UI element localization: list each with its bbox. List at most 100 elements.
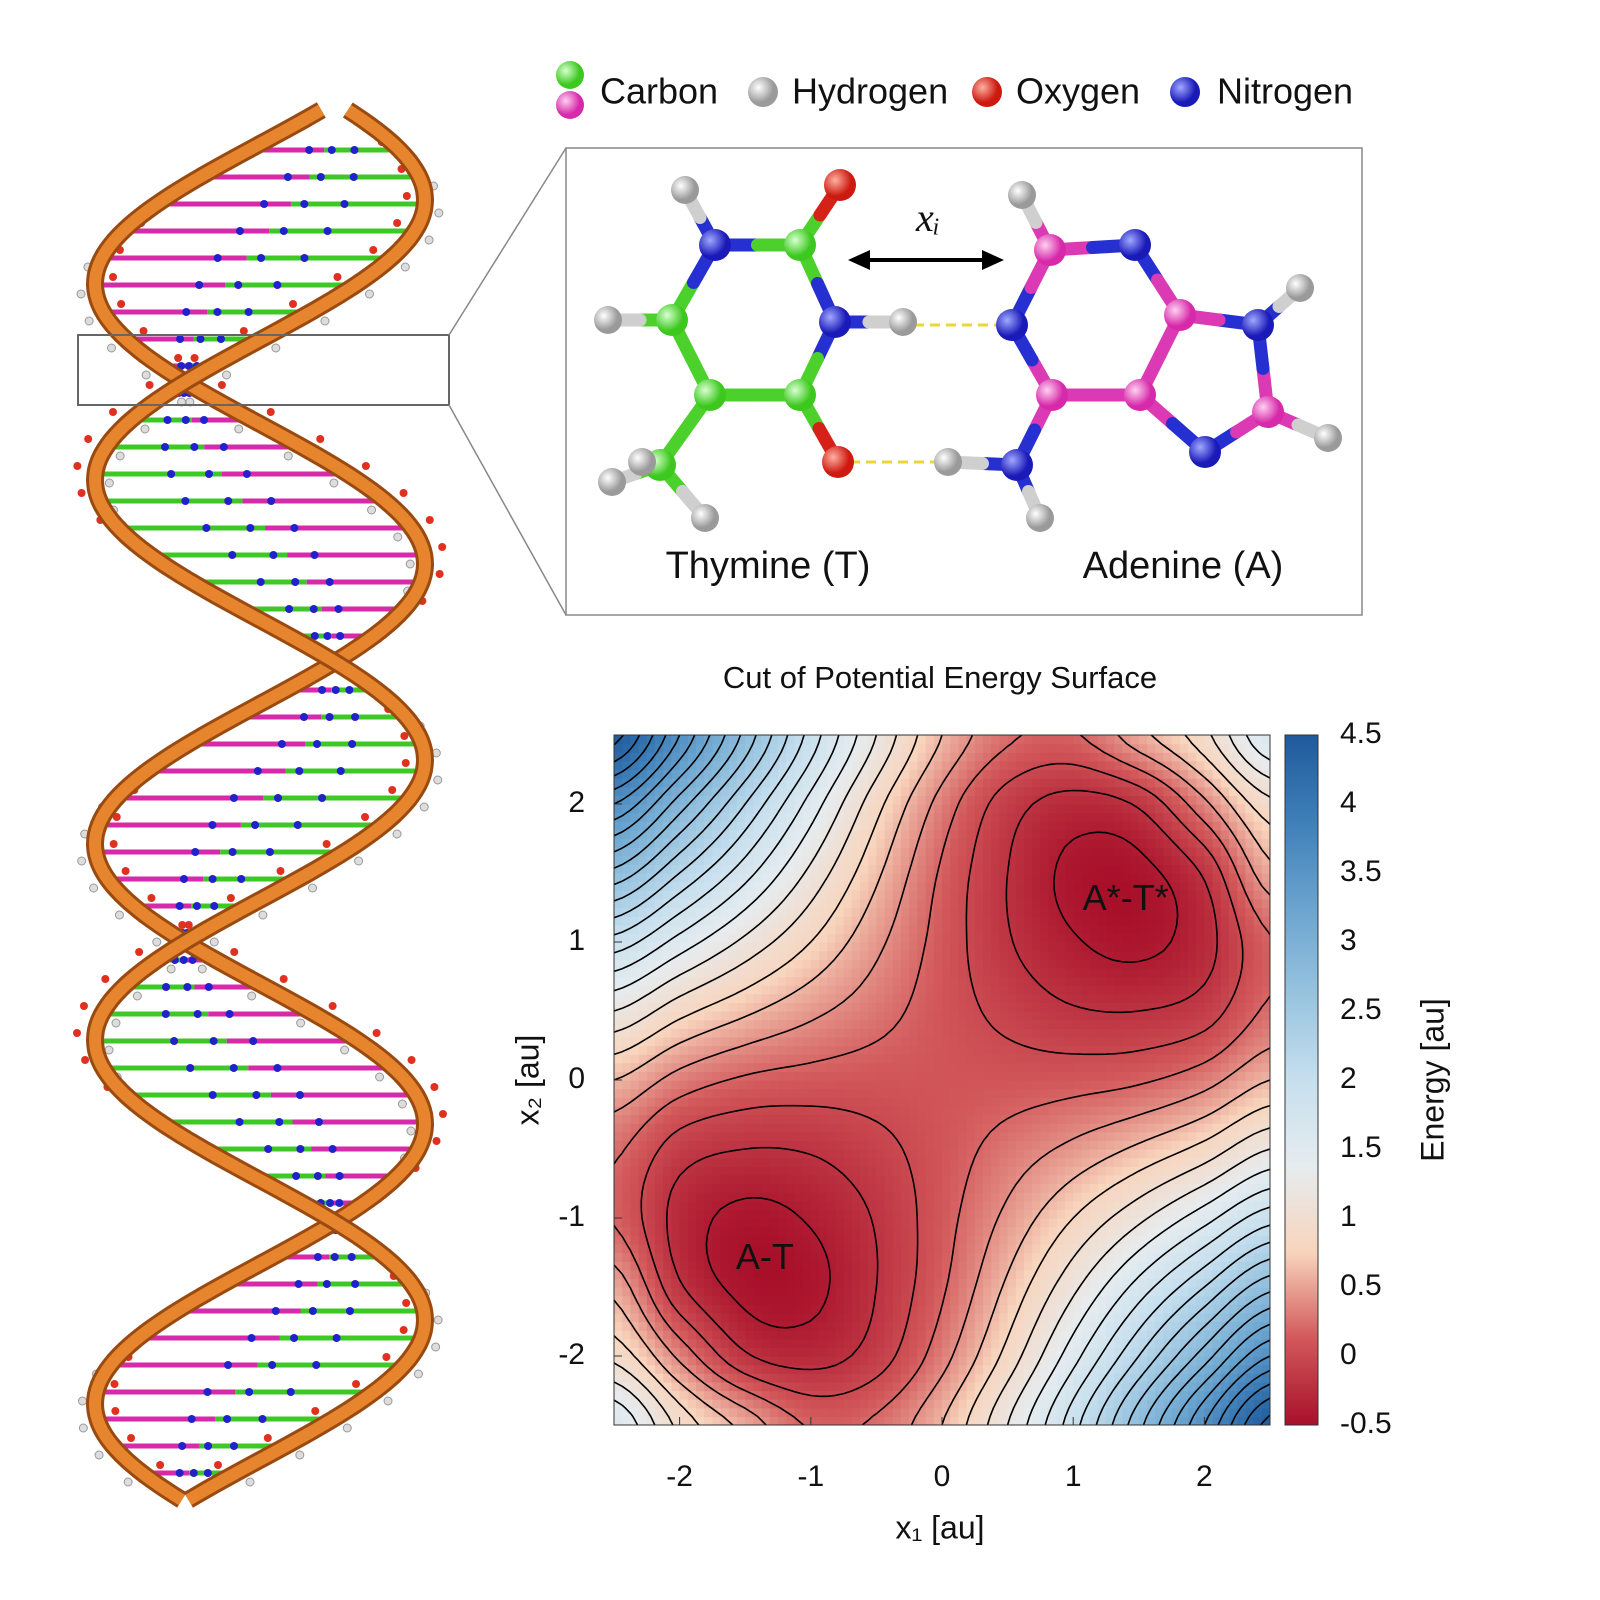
heat-cell — [835, 1149, 845, 1159]
heat-cell — [901, 1192, 910, 1202]
heat-cell — [958, 1200, 968, 1210]
heat-cell — [958, 1011, 968, 1021]
heat-cell — [1106, 1321, 1115, 1331]
heat-cell — [1253, 1166, 1263, 1176]
heat-cell — [942, 1114, 951, 1124]
heat-cell — [1081, 942, 1091, 952]
heat-cell — [655, 1304, 664, 1314]
heat-cell — [655, 985, 664, 995]
heat-cell — [679, 1295, 689, 1305]
heat-cell — [753, 1200, 763, 1210]
heat-cell — [950, 1183, 959, 1193]
atom — [166, 964, 176, 974]
heat-cell — [1106, 1218, 1115, 1228]
heat-cell — [630, 1028, 640, 1038]
heat-cell — [786, 976, 795, 986]
heat-cell — [655, 1011, 664, 1021]
heat-cell — [1130, 1287, 1140, 1297]
heat-cell — [778, 1243, 787, 1254]
heat-cell — [1122, 993, 1132, 1003]
heat-cell — [974, 1373, 984, 1383]
heat-cell — [1106, 1252, 1115, 1262]
heat-cell — [753, 1243, 763, 1254]
heat-cell — [1097, 976, 1107, 986]
heat-cell — [720, 1097, 730, 1107]
heat-cell — [1163, 1114, 1173, 1124]
heat-cell — [1163, 1218, 1173, 1228]
heat-cell — [1138, 1330, 1148, 1340]
heat-cell — [819, 967, 828, 978]
heat-cell — [868, 1174, 877, 1185]
heat-cell — [737, 1399, 746, 1409]
atom — [334, 605, 343, 613]
heat-cell — [1073, 1080, 1082, 1090]
atom — [140, 424, 150, 434]
heat-cell — [1097, 1192, 1107, 1202]
heat-cell — [638, 1235, 648, 1245]
heat-cell — [687, 1062, 697, 1072]
heat-cell — [630, 993, 640, 1003]
heat-cell — [1245, 1088, 1255, 1098]
heat-cell — [630, 1356, 640, 1366]
heat-cell — [646, 1131, 656, 1141]
heat-cell — [1229, 1218, 1238, 1228]
heat-cell — [696, 1278, 705, 1288]
heat-cell — [704, 1321, 713, 1331]
heat-cell — [712, 1218, 722, 1228]
heat-cell — [728, 1140, 738, 1150]
heat-cell — [663, 1192, 672, 1202]
heat-cell — [769, 1235, 779, 1245]
heat-cell — [1007, 1416, 1017, 1425]
heat-cell — [646, 1062, 656, 1072]
heat-cell — [728, 993, 738, 1003]
heat-cell — [753, 1045, 763, 1055]
heat-cell — [737, 1269, 746, 1279]
heat-cell — [901, 1131, 910, 1141]
heat-cell — [1237, 1105, 1246, 1116]
heat-cell — [1155, 1054, 1164, 1064]
atom — [340, 200, 349, 208]
heat-cell — [663, 1252, 672, 1262]
heat-cell — [794, 1166, 804, 1176]
heat-cell — [1015, 1088, 1025, 1098]
heat-cell — [1089, 1131, 1099, 1141]
atom — [175, 1469, 184, 1477]
heat-cell — [819, 1192, 828, 1202]
heat-cell — [892, 1235, 902, 1245]
heat-cell — [1237, 1045, 1246, 1055]
heat-cell — [1163, 959, 1173, 969]
heat-cell — [761, 1252, 771, 1262]
atom — [345, 1307, 354, 1315]
heat-cell — [1040, 1356, 1050, 1366]
heat-cell — [974, 1166, 984, 1176]
heat-cell — [1015, 1218, 1025, 1228]
heat-cell — [942, 1373, 951, 1383]
heat-cell — [991, 1019, 1000, 1029]
heat-cell — [810, 959, 820, 969]
atom — [354, 856, 364, 866]
heat-cell — [704, 976, 713, 986]
heat-cell — [974, 1338, 984, 1348]
heat-cell — [1032, 1028, 1041, 1038]
heat-cell — [950, 1381, 959, 1392]
heat-cell — [1253, 1088, 1263, 1098]
heat-cell — [1261, 1243, 1270, 1254]
heat-cell — [983, 1062, 992, 1072]
atom — [325, 713, 334, 721]
heat-cell — [671, 1105, 681, 1116]
heat-cell — [1147, 1166, 1156, 1176]
heat-cell — [1081, 1157, 1091, 1167]
heat-cell — [860, 959, 869, 969]
heat-cell — [1097, 1416, 1107, 1425]
heat-cell — [737, 1390, 746, 1400]
heat-cell — [671, 1416, 681, 1425]
heat-cell — [646, 1071, 656, 1081]
heat-cell — [1155, 1261, 1164, 1271]
heat-cell — [622, 1019, 631, 1029]
heat-cell — [1065, 1235, 1074, 1245]
atom — [279, 975, 288, 983]
heat-cell — [1155, 1011, 1164, 1021]
heat-cell — [950, 1209, 959, 1219]
heat-cell — [1204, 1028, 1214, 1038]
heat-cell — [1229, 1200, 1238, 1210]
